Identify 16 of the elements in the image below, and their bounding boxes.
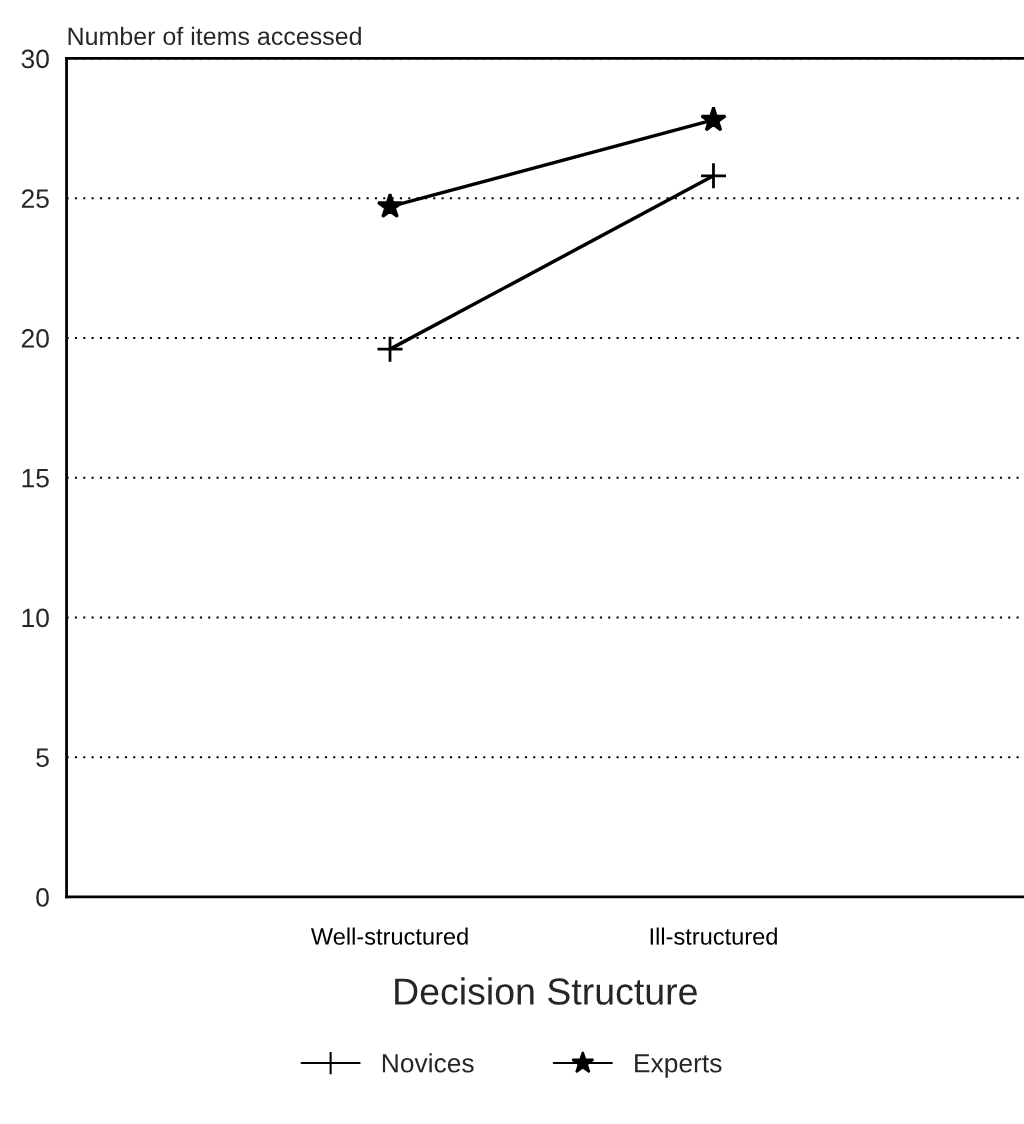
x-tick-label: Ill-structured (650, 927, 777, 945)
y-tick-label: 0 (36, 888, 49, 907)
y-tick-label: 10 (22, 608, 49, 628)
point (700, 106, 727, 132)
y-tick-label: 25 (21, 189, 49, 209)
x-tick-label: Well-structured (310, 927, 468, 945)
y-axis-title: Number of items accessed (68, 26, 361, 46)
legend-label: Novices (382, 1053, 474, 1073)
x-axis-title: Decision Structure (395, 977, 697, 1005)
y-tick-label: 20 (21, 329, 49, 348)
point (376, 192, 404, 219)
y-tick-label: 5 (36, 748, 49, 768)
point (699, 161, 728, 190)
legend-label: Experts (635, 1054, 722, 1078)
y-tick-label: 15 (22, 469, 49, 488)
y-tick-label: 30 (21, 49, 49, 69)
